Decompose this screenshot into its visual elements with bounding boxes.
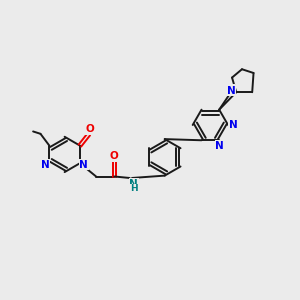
Text: N: N [41, 160, 50, 170]
Text: N: N [226, 86, 235, 96]
Text: N: N [229, 120, 238, 130]
Text: O: O [86, 124, 94, 134]
Text: O: O [110, 151, 119, 161]
Text: H: H [130, 184, 138, 194]
Text: N: N [215, 141, 224, 151]
Text: N: N [129, 179, 138, 189]
Text: N: N [80, 160, 88, 170]
Text: N: N [225, 85, 234, 95]
